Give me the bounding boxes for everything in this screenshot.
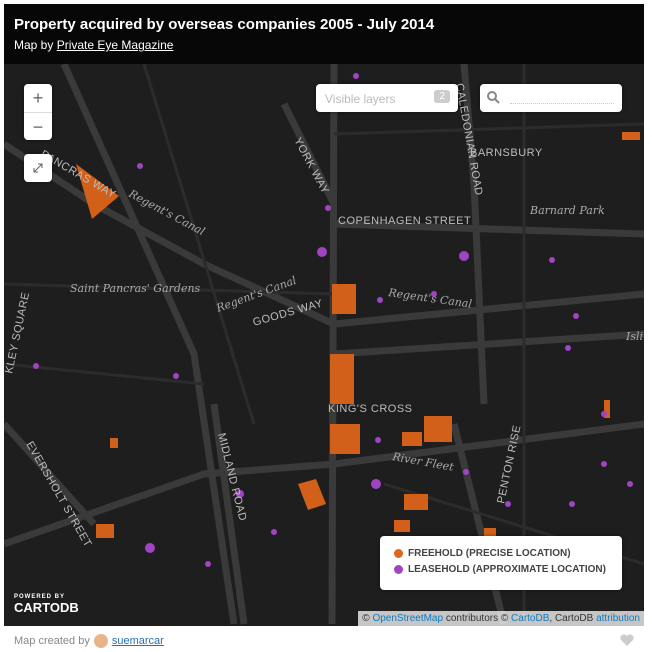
layers-selector[interactable]: Visible layers 2 [316, 84, 458, 112]
map-label: YORK WAY [291, 136, 331, 197]
map-canvas: BARNSBURY Barnard Park CALEDONIAN ROAD Y… [4, 62, 644, 625]
search-icon [487, 91, 500, 104]
brand-name: CARTODB [14, 600, 79, 615]
attribution: © OpenStreetMap contributors © CartoDB, … [358, 611, 644, 626]
map-label: KING'S CROSS [328, 403, 413, 415]
map[interactable]: BARNSBURY Barnard Park CALEDONIAN ROAD Y… [4, 4, 644, 626]
freehold-parcels [76, 132, 640, 540]
title: Property acquired by overseas companies … [14, 16, 435, 33]
attr-link[interactable]: OpenStreetMap [372, 613, 444, 624]
map-label: Regent's Canal [387, 286, 474, 311]
search-input[interactable] [510, 103, 614, 104]
branding: POWERED BY CARTODB [14, 594, 79, 615]
subtitle: Map by Private Eye Magazine [14, 38, 173, 52]
map-label: Barnard Park [529, 204, 605, 217]
legend-label: FREEHOLD (PRECISE LOCATION) [408, 548, 571, 559]
legend-item: FREEHOLD (PRECISE LOCATION) [394, 548, 571, 559]
header: Property acquired by overseas companies … [4, 4, 644, 64]
map-label: PENTON RISE [495, 424, 523, 505]
attr-link[interactable]: attribution [596, 613, 640, 624]
map-label: BARNSBURY [470, 147, 543, 159]
fullscreen-button[interactable] [24, 154, 52, 182]
map-label: Saint Pancras' Gardens [70, 282, 201, 295]
zoom-out[interactable]: − [32, 117, 44, 137]
footer-prefix: Map created by [14, 635, 90, 647]
legend: FREEHOLD (PRECISE LOCATION) LEASEHOLD (AP… [380, 536, 622, 590]
avatar [93, 634, 108, 648]
zoom-in[interactable]: + [24, 84, 52, 113]
legend-label: LEASEHOLD (APPROXIMATE LOCATION) [408, 564, 606, 575]
search-box[interactable] [480, 84, 622, 112]
attr-text: © [362, 613, 370, 624]
zoom-control: + − [24, 84, 52, 140]
legend-swatch [394, 549, 403, 558]
map-label: KLEY SQUARE [4, 291, 32, 375]
subtitle-prefix: Map by [14, 38, 54, 52]
layers-count: 2 [434, 90, 450, 103]
fullscreen-icon [33, 163, 43, 173]
legend-item: LEASEHOLD (APPROXIMATE LOCATION) [394, 564, 606, 575]
attr-link[interactable]: CartoDB [511, 613, 550, 624]
subtitle-link[interactable]: Private Eye Magazine [56, 38, 174, 52]
map-label: COPENHAGEN STREET [338, 215, 471, 227]
footer: Map created by suemarcar [14, 634, 164, 648]
footer-user[interactable]: suemarcar [111, 635, 164, 647]
map-label: Islin [625, 330, 644, 343]
attr-text: , CartoDB [549, 613, 594, 624]
leasehold-points [33, 73, 633, 567]
legend-swatch [394, 565, 403, 574]
layers-label: Visible layers [325, 92, 396, 106]
like-icon[interactable] [620, 634, 634, 647]
roads [4, 62, 644, 625]
attr-text: contributors © [445, 613, 509, 624]
powered-by: POWERED BY [14, 594, 66, 600]
